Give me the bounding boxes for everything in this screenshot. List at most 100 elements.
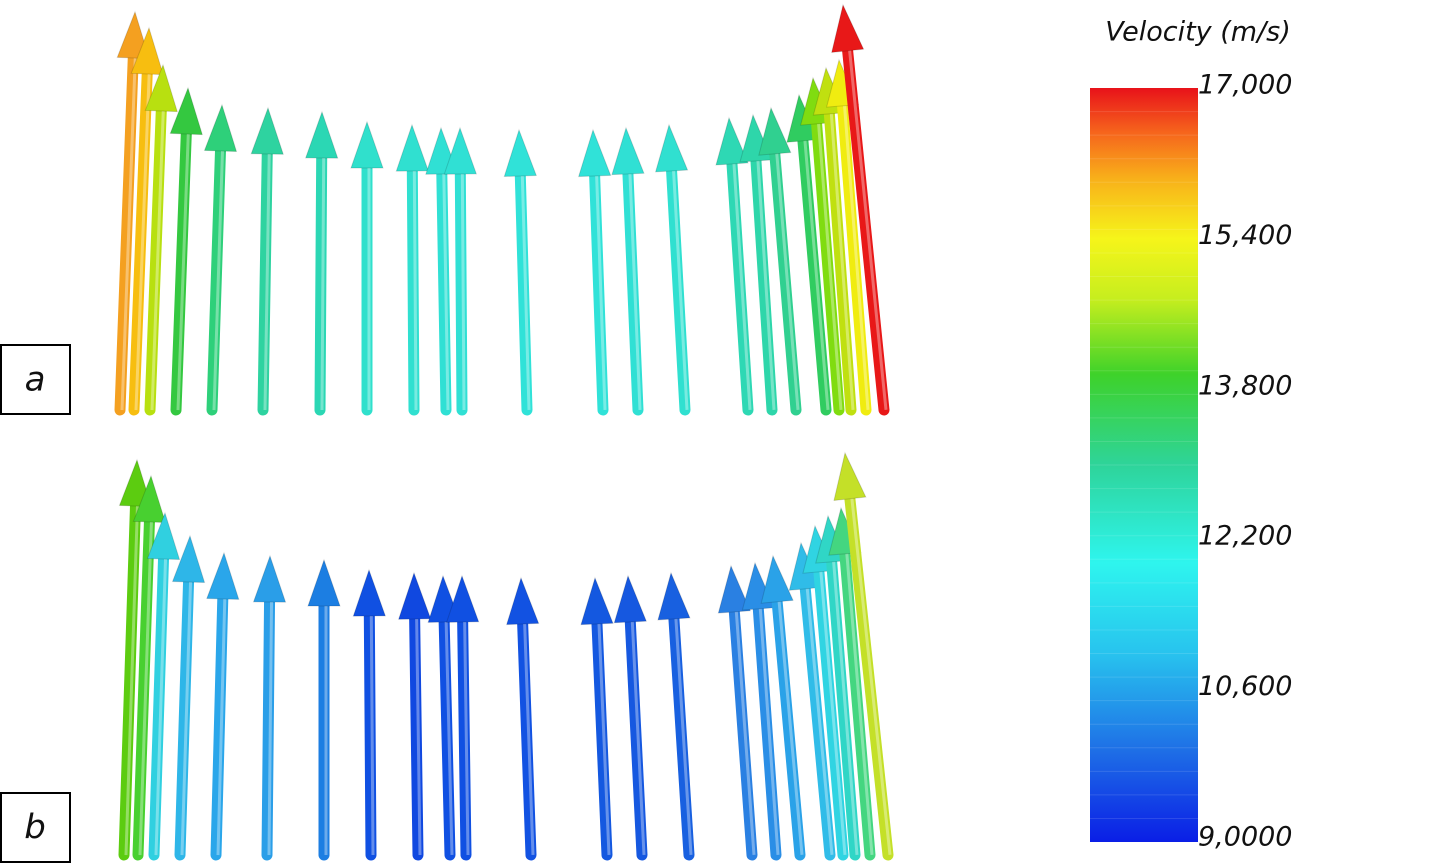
arrow-shaft	[589, 170, 609, 416]
panel-label: a	[25, 360, 46, 400]
arrow-head	[503, 128, 538, 177]
arrow-head	[397, 571, 432, 620]
arrow	[425, 126, 459, 416]
arrow-shaft-highlight	[369, 615, 375, 855]
arrow-head	[395, 123, 430, 172]
arrow-shaft-highlight	[758, 608, 780, 855]
arrow-shaft	[624, 616, 648, 861]
arrow-head	[144, 63, 178, 113]
arrow-shaft-highlight	[120, 57, 137, 411]
arrow-shaft	[514, 170, 533, 416]
arrow-shaft-highlight	[460, 173, 466, 410]
arrow-shaft	[750, 155, 778, 416]
arrow	[503, 128, 538, 416]
arrow-shaft	[363, 610, 377, 861]
arrow	[613, 574, 648, 861]
arrow-shaft	[314, 152, 328, 416]
arrow	[250, 106, 284, 416]
arrow	[146, 511, 181, 861]
arrow-head	[250, 106, 284, 155]
arrow-head	[146, 511, 181, 561]
arrow-shaft-highlight	[444, 621, 454, 855]
arrow-shaft-highlight	[176, 133, 190, 411]
arrow-shaft	[436, 168, 452, 416]
arrow-shaft	[826, 556, 861, 861]
arrow	[657, 571, 695, 861]
arrow-shaft	[210, 593, 229, 861]
arrow	[350, 120, 384, 416]
arrow	[445, 574, 480, 861]
arrow-shaft-highlight	[415, 618, 422, 855]
arrow-head	[304, 110, 339, 159]
arrow-head	[350, 120, 384, 169]
colorbar-tick-label: 13,800	[1198, 370, 1292, 401]
arrow-head	[171, 534, 206, 584]
arrow	[505, 576, 540, 861]
arrow	[715, 116, 754, 416]
arrow-shaft-highlight	[817, 123, 843, 410]
arrow	[132, 474, 167, 861]
arrow-head	[613, 574, 648, 624]
arrow-shaft	[409, 613, 424, 861]
arrow-head	[715, 116, 749, 166]
arrow-shaft-highlight	[777, 601, 804, 855]
arrow-head	[580, 576, 614, 626]
arrow-shaft	[148, 553, 170, 861]
arrow-shaft	[206, 145, 226, 416]
arrow-shaft-highlight	[520, 175, 531, 410]
arrow	[171, 534, 206, 861]
panel-label-box	[0, 344, 71, 415]
arrow-shaft-highlight	[150, 110, 165, 411]
arrow-shaft	[842, 45, 890, 416]
arrow-shaft-highlight	[595, 175, 607, 410]
arrow-shaft-highlight	[845, 553, 874, 855]
arrow-shaft	[438, 616, 456, 861]
arrow-head	[611, 126, 645, 176]
arrow-shaft-highlight	[263, 154, 271, 411]
arrow	[118, 458, 153, 861]
colorbar-tick-label: 15,400	[1198, 220, 1292, 251]
arrow-shaft-highlight	[674, 618, 693, 855]
arrow-shaft-highlight	[734, 611, 756, 855]
arrow-head	[717, 564, 752, 614]
arrow	[144, 63, 178, 416]
arrow-shaft	[128, 68, 153, 416]
arrow	[611, 126, 645, 416]
arrow	[580, 576, 614, 861]
arrow-head	[116, 10, 150, 60]
arrow-shaft	[813, 566, 849, 861]
arrow	[397, 571, 432, 861]
arrow-shaft	[257, 148, 273, 416]
arrow-shaft-highlight	[630, 621, 646, 855]
arrow-head	[169, 86, 203, 136]
arrow	[395, 123, 430, 416]
arrow-shaft-highlight	[216, 598, 227, 856]
arrow-head	[758, 106, 792, 156]
arrow-shaft-highlight	[848, 50, 888, 410]
arrow	[114, 10, 150, 416]
arrow-shaft	[839, 548, 876, 861]
arrow-shaft	[622, 168, 644, 416]
arrow-shaft	[668, 613, 695, 861]
arrow-shaft-highlight	[442, 173, 450, 410]
arrow	[831, 3, 890, 416]
arrow-shaft	[823, 108, 857, 416]
arrow-head	[833, 451, 867, 502]
arrow-head	[203, 103, 238, 153]
arrow-head	[252, 554, 287, 603]
arrow-shaft	[811, 118, 845, 416]
colorbar-tick-label: 12,200	[1198, 521, 1292, 552]
arrow	[307, 558, 341, 861]
arrow	[252, 554, 287, 861]
arrow-shaft-highlight	[732, 163, 752, 410]
arrow-shaft-highlight	[756, 160, 776, 410]
arrow	[760, 554, 806, 861]
colorbar-tick-label: 9,0000	[1198, 822, 1292, 853]
arrow-shaft-highlight	[805, 588, 834, 855]
arrow-shaft-highlight	[320, 158, 326, 411]
arrow	[203, 103, 238, 416]
arrow-shaft	[728, 606, 758, 861]
arrow-head	[443, 126, 478, 175]
arrow-shaft	[457, 616, 472, 861]
